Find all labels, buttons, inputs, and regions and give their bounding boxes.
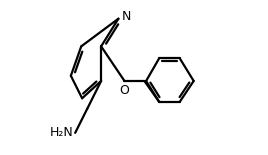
Text: H₂N: H₂N — [50, 126, 73, 139]
Text: N: N — [122, 10, 132, 23]
Text: O: O — [120, 84, 129, 97]
